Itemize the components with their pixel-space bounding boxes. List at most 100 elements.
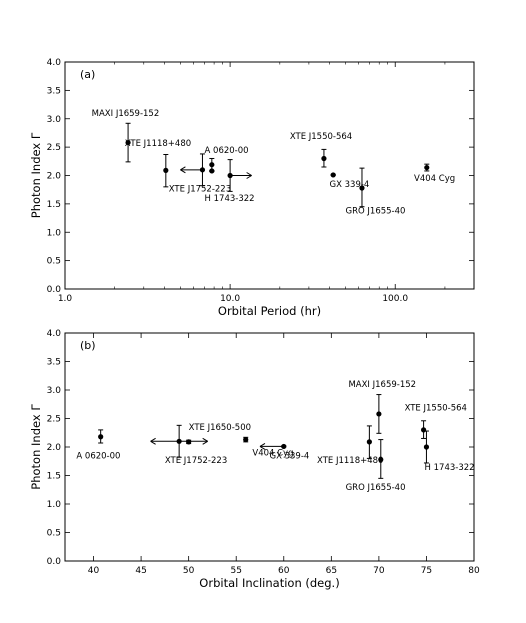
data-point: A 0620-00: [76, 429, 120, 461]
point-label: A 0620-00: [205, 146, 249, 156]
y-axis-label: Photon Index Γ: [29, 132, 43, 218]
y-tick-label: 4.0: [47, 329, 62, 339]
arrow-head: [259, 443, 266, 450]
data-marker: [378, 456, 384, 463]
x-tick-label: 45: [135, 566, 146, 576]
plot-frame: [64, 61, 475, 290]
data-point: GRO J1655-40: [346, 167, 406, 217]
arrow-head: [246, 172, 252, 179]
data-point: V404 Cyg: [414, 163, 455, 184]
plot-frame: [64, 332, 475, 562]
point-label: V404 Cyg: [252, 449, 293, 459]
point-label: XTE J1650-500: [189, 423, 251, 433]
data-point: XTE J1650-500: [186, 423, 251, 445]
point-label: MAXI J1659-152: [348, 380, 416, 390]
data-marker: [321, 155, 327, 162]
x-axis-label: Orbital Inclination (deg.): [199, 576, 339, 590]
x-tick-label: 70: [373, 566, 385, 576]
data-marker: [98, 434, 104, 440]
data-marker: [243, 436, 249, 443]
x-tick-label: 55: [230, 566, 241, 576]
arrow-head: [202, 437, 208, 445]
x-tick-label: 100.0: [382, 294, 408, 304]
x-tick-label: 65: [326, 566, 337, 576]
y-tick-label: 1.5: [47, 200, 61, 210]
x-tick-label: 60: [278, 566, 290, 576]
data-point: XTE J1752-223: [150, 424, 227, 466]
y-tick-label: 1.0: [47, 228, 62, 238]
data-marker: [125, 139, 131, 146]
data-point: V404 Cyg: [243, 436, 293, 459]
x-tick-label: 80: [468, 566, 480, 576]
data-point: [209, 168, 215, 174]
point-label: GX 339-4: [330, 180, 370, 190]
panel-b: 0.0 0.5 1.0 1.5 2.0 2.5 3.0 3.5 4.0 40 45 50 55 60 65 7…: [29, 329, 480, 590]
x-axis-label: Orbital Period (hr): [218, 304, 321, 318]
data-point: GRO J1655-40: [346, 439, 406, 493]
y-axis-label: Photon Index Γ: [29, 404, 43, 490]
x-tick-label: 75: [421, 566, 432, 576]
data-marker: [366, 439, 372, 445]
data-marker: [209, 168, 215, 174]
point-label: XTE J1752-223: [165, 456, 227, 466]
point-label: H 1743-322: [425, 463, 475, 473]
data-marker: [176, 438, 182, 444]
data-point: GX 339-4: [259, 443, 310, 461]
x-tick-label: 1.0: [58, 294, 73, 304]
x-tick-label: 50: [183, 566, 195, 576]
y-tick-label: 3.0: [47, 386, 62, 396]
data-marker: [209, 162, 215, 168]
y-tick-label: 3.5: [47, 358, 61, 368]
data-point: XTE J1118+480: [125, 139, 191, 188]
data-marker: [281, 443, 287, 450]
y-tick-label: 4.0: [47, 58, 62, 68]
panel-label: (b): [80, 339, 96, 352]
y-tick-label: 0.5: [47, 529, 61, 539]
point-label: GRO J1655-40: [346, 207, 406, 217]
data-marker: [359, 185, 365, 191]
y-tick-label: 2.5: [47, 143, 61, 153]
y-tick-label: 1.5: [47, 472, 61, 482]
data-marker: [330, 172, 336, 178]
point-label: XTE J1752-223: [169, 184, 231, 194]
point-label: XTE J1550-564: [405, 404, 467, 414]
data-point: MAXI J1659-152: [92, 109, 160, 163]
point-label: MAXI J1659-152: [92, 109, 160, 119]
data-marker: [227, 172, 233, 179]
data-point: H 1743-322: [423, 430, 475, 473]
point-label: GRO J1655-40: [346, 483, 406, 493]
arrow-head: [180, 166, 186, 174]
data-point: A 0620-00: [205, 146, 249, 172]
x-tick-label: 40: [88, 566, 100, 576]
point-label: XTE J1118+480: [317, 456, 383, 466]
y-tick-label: 1.0: [47, 500, 62, 510]
y-tick-label: 3.0: [47, 115, 62, 125]
point-label: XTE J1118+480: [125, 139, 191, 149]
data-point: MAXI J1659-152: [348, 380, 416, 434]
point-label: H 1743-322: [205, 194, 255, 204]
y-tick-label: 2.0: [47, 172, 62, 182]
data-point: XTE J1118+480: [317, 425, 383, 466]
data-marker: [423, 444, 430, 450]
y-tick-label: 2.5: [47, 415, 61, 425]
x-tick-label: 10.0: [220, 294, 240, 304]
y-tick-label: 0.0: [47, 557, 62, 567]
data-marker: [163, 167, 169, 173]
point-label: GX 339-4: [270, 451, 310, 461]
data-marker: [199, 167, 206, 173]
y-tick-label: 2.0: [47, 443, 62, 453]
y-tick-label: 0.5: [47, 257, 61, 267]
point-label: V404 Cyg: [414, 174, 455, 184]
arrow-head: [150, 437, 156, 445]
data-point: H 1743-322: [205, 159, 255, 204]
data-point: GX 339-4: [330, 172, 370, 190]
data-marker: [420, 427, 427, 433]
panel-label: (a): [80, 68, 95, 81]
point-label: A 0620-00: [76, 451, 120, 461]
y-tick-label: 0.0: [47, 285, 62, 295]
data-marker: [186, 439, 192, 445]
data-marker: [376, 411, 382, 417]
y-tick-label: 3.5: [47, 86, 61, 96]
data-point: XTE J1550-564: [290, 132, 352, 168]
